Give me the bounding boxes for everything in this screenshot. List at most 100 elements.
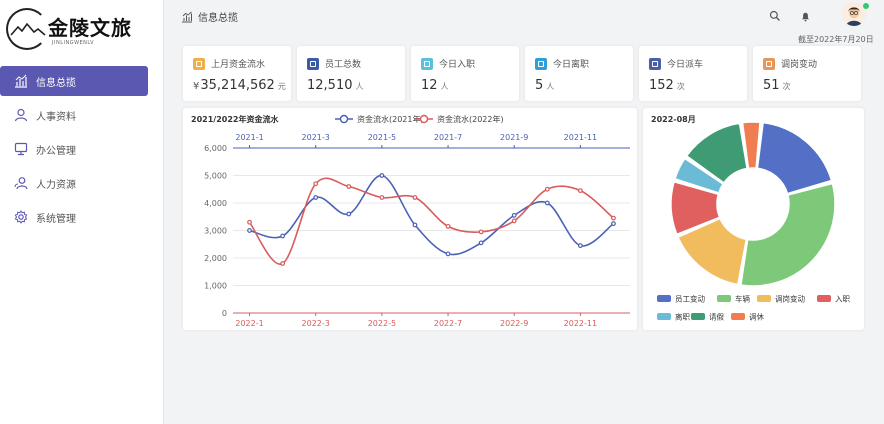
sidebar-item-hr[interactable]: 人力资源	[0, 168, 148, 198]
stat-card-transfer[interactable]: 调岗变动 51 次	[753, 46, 861, 101]
data-point[interactable]	[445, 251, 451, 257]
logo-emblem	[6, 8, 48, 50]
stat-unit: 次	[782, 82, 791, 91]
data-point[interactable]	[247, 228, 252, 233]
top-tick-label: 2021-11	[564, 133, 597, 142]
donut-slice[interactable]	[740, 182, 836, 287]
data-point[interactable]	[346, 184, 352, 189]
onboard-icon	[421, 57, 433, 70]
stat-unit: 次	[676, 82, 685, 91]
sidebar-item-system[interactable]: 系统管理	[0, 202, 148, 232]
cashflow-line-chart[interactable]: 资金流水(2021年) 资金流水(2022年) 0 1,000 2,000 3,000 4,…	[183, 108, 637, 330]
data-point[interactable]	[412, 222, 418, 228]
stat-label: 今日离职	[553, 60, 590, 70]
data-point[interactable]	[445, 223, 451, 229]
data-point[interactable]	[280, 261, 286, 266]
data-point[interactable]	[611, 215, 616, 221]
data-point[interactable]	[478, 229, 484, 235]
stat-unit: 元	[277, 82, 286, 91]
top-tick-label: 2021-5	[368, 133, 396, 142]
stat-card-last-month-cashflow[interactable]: 上月资金流水 ¥35,214,562 元	[183, 46, 291, 101]
stat-label: 调岗变动	[781, 60, 818, 70]
data-point[interactable]	[577, 243, 583, 249]
sidebar-item-personnel[interactable]: 人事资料	[0, 100, 148, 130]
monitor-icon	[14, 142, 28, 156]
donut-slice[interactable]	[741, 121, 761, 170]
legend-swatch	[691, 313, 705, 320]
legend-label: 入职	[835, 295, 850, 304]
y-tick-label: 5,000	[204, 172, 227, 181]
bottom-tick-label: 2022-5	[368, 319, 396, 328]
notification-button[interactable]	[797, 8, 813, 24]
stat-card-total-staff[interactable]: 员工总数 12,510 人	[297, 46, 405, 101]
data-point[interactable]	[511, 212, 517, 218]
legend-item[interactable]: 员工变动	[657, 294, 705, 304]
sidebar-item-label: 办公管理	[36, 145, 76, 157]
donut-slice[interactable]	[677, 217, 748, 286]
legend-item[interactable]: 资金流水(2021年)	[335, 114, 424, 124]
data-point[interactable]	[412, 195, 418, 200]
sidebar-item-label: 人事资料	[36, 111, 76, 123]
data-point[interactable]	[478, 240, 484, 246]
legend-label: 资金流水(2021年)	[357, 114, 424, 124]
stat-label-wrap: 员工总数	[307, 57, 361, 70]
y-tick-label: 3,000	[204, 227, 227, 236]
legend-item[interactable]: 资金流水(2022年)	[415, 114, 504, 124]
bell-icon	[801, 12, 809, 22]
stat-label-wrap: 今日入职	[421, 57, 475, 70]
sidebar-item-overview[interactable]: 信息总揽	[0, 66, 148, 96]
data-point[interactable]	[544, 186, 550, 192]
stat-label: 上月资金流水	[211, 60, 266, 70]
chart-icon	[14, 74, 28, 88]
legend-label: 调休	[749, 312, 764, 322]
donut-slice[interactable]	[670, 181, 721, 236]
donut-slice[interactable]	[756, 121, 833, 195]
stat-unit: 人	[546, 82, 555, 91]
stat-value: 5	[535, 78, 544, 93]
donut-slice[interactable]	[674, 157, 724, 194]
wallet-icon	[193, 57, 205, 70]
stat-card-today-dispatch[interactable]: 今日派车 152 次	[639, 46, 747, 101]
data-point[interactable]	[280, 233, 286, 239]
legend-item[interactable]: 离职	[657, 312, 690, 322]
search-button[interactable]	[767, 8, 783, 24]
legend-item[interactable]: 车辆	[717, 294, 750, 304]
stat-label: 今日派车	[667, 60, 704, 70]
data-point[interactable]	[379, 173, 385, 178]
legend-item[interactable]: 入职	[817, 295, 850, 304]
sidebar-item-office[interactable]: 办公管理	[0, 134, 148, 164]
stat-label-wrap: 上月资金流水	[193, 57, 265, 70]
donut-slice[interactable]	[685, 122, 748, 184]
data-point[interactable]	[247, 219, 252, 225]
data-point[interactable]	[511, 218, 517, 224]
y-tick-label: 1,000	[204, 282, 227, 291]
legend-item[interactable]: 调岗变动	[757, 294, 805, 304]
data-point[interactable]	[611, 221, 616, 227]
brand-logo[interactable]: 金陵文旅 JINLINGWENLV	[6, 8, 156, 52]
data-point[interactable]	[544, 200, 550, 206]
top-tick-label: 2021-9	[500, 133, 528, 142]
legend-swatch	[817, 295, 831, 302]
avatar[interactable]	[842, 2, 866, 26]
stat-value-wrap: 12 人	[421, 78, 449, 93]
bottom-tick-label: 2022-3	[302, 319, 330, 328]
legend-item[interactable]: 调休	[731, 312, 764, 322]
stat-value-wrap: 51 次	[763, 78, 791, 93]
data-point[interactable]	[346, 211, 352, 217]
legend-swatch	[757, 295, 771, 302]
gear-icon	[14, 210, 28, 224]
legend-item[interactable]: 请假	[691, 312, 724, 322]
top-tick-label: 2021-7	[434, 133, 462, 142]
data-point[interactable]	[577, 188, 583, 194]
data-point[interactable]	[313, 181, 319, 187]
bottom-tick-label: 2022-9	[500, 319, 528, 328]
series-line-1	[249, 174, 614, 256]
stat-card-today-onboard[interactable]: 今日入职 12 人	[411, 46, 519, 101]
stat-value: 152	[649, 78, 674, 93]
online-status-dot	[863, 3, 869, 9]
data-point[interactable]	[379, 195, 385, 200]
data-point[interactable]	[313, 195, 319, 200]
